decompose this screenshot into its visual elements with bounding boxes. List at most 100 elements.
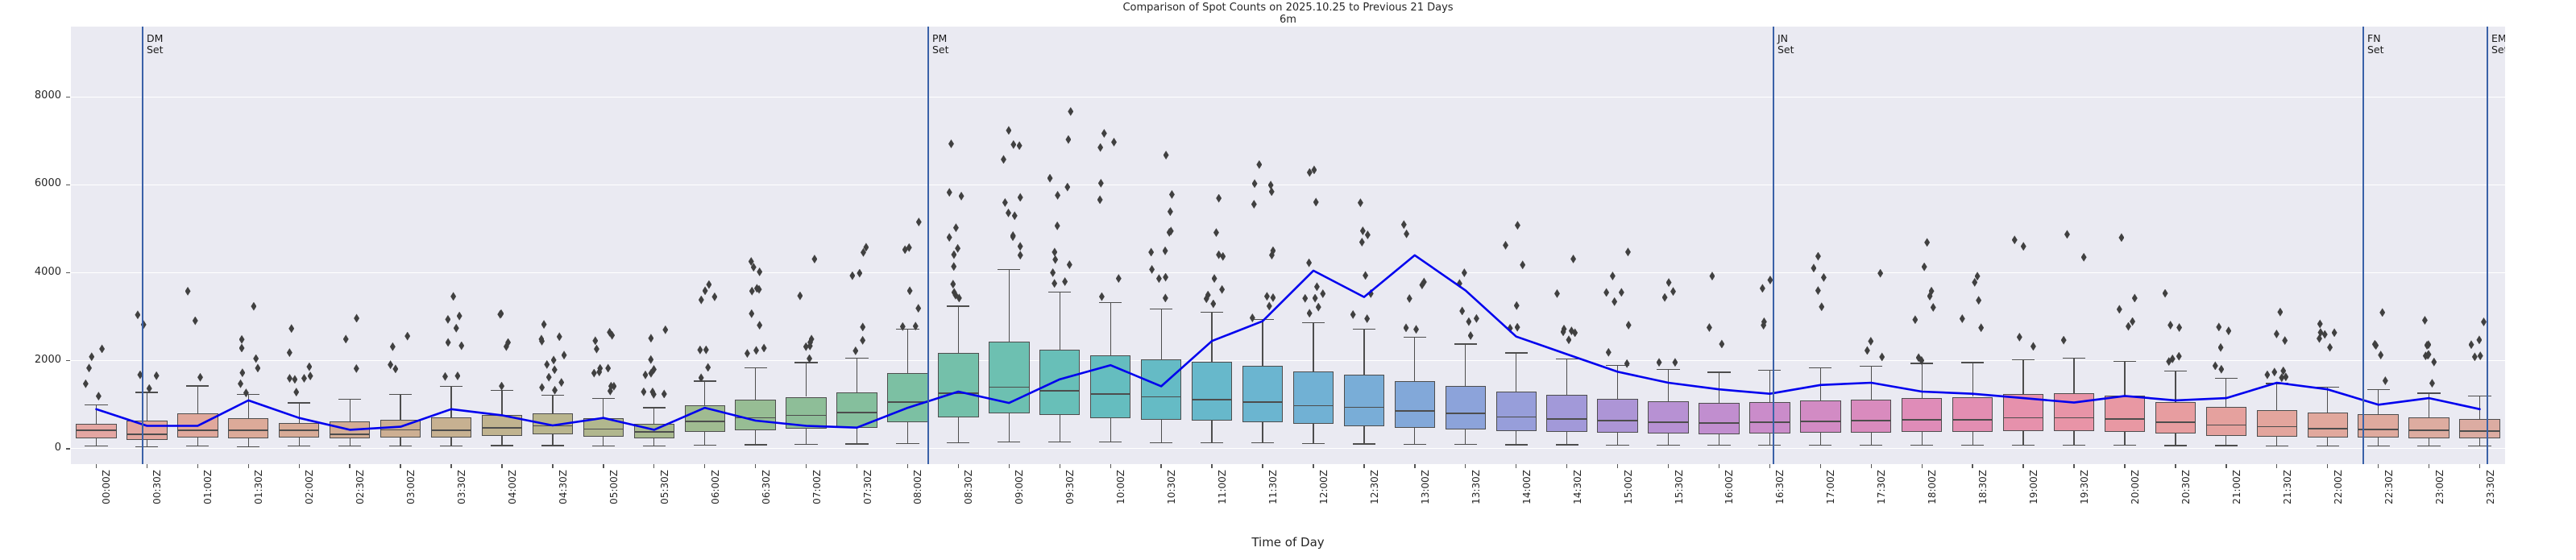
- outlier-marker: [1052, 255, 1059, 264]
- box: [228, 417, 269, 438]
- box-whisker-upper: [1972, 362, 1973, 397]
- box-whisker-lower: [755, 429, 757, 445]
- outlier-marker: [1263, 292, 1270, 301]
- outlier-marker: [1919, 355, 1925, 365]
- box-whisker-lower: [1819, 433, 1821, 446]
- outlier-marker: [807, 354, 813, 363]
- outlier-marker: [1820, 272, 1827, 282]
- outlier-marker: [2425, 350, 2432, 359]
- outlier-marker: [609, 330, 616, 340]
- outlier-marker: [1213, 228, 1219, 238]
- box-median: [1039, 390, 1081, 392]
- outlier-marker: [1359, 237, 1365, 247]
- x-tick-mark: [1160, 464, 1162, 468]
- outlier-marker: [1915, 353, 1922, 363]
- box-cap-lower: [1555, 444, 1578, 446]
- outlier-marker: [1928, 286, 1935, 296]
- x-axis-label: Time of Day: [1251, 535, 1325, 550]
- outlier-marker: [2225, 326, 2232, 336]
- x-tick-label: 21:30Z: [2281, 470, 2293, 504]
- event-line-dm: [141, 27, 144, 464]
- box-median: [279, 429, 320, 431]
- box-median: [633, 431, 674, 433]
- box-median: [735, 417, 776, 419]
- outlier-marker: [2169, 354, 2176, 363]
- x-tick-mark: [1363, 464, 1365, 468]
- outlier-marker: [239, 343, 245, 353]
- outlier-marker: [2317, 328, 2324, 338]
- gridline: [71, 448, 2505, 450]
- y-tick-label: 8000: [34, 89, 61, 102]
- box: [1191, 361, 1233, 421]
- outlier-marker: [1097, 143, 1104, 152]
- outlier-marker: [1062, 276, 1068, 286]
- box-median: [2459, 430, 2500, 432]
- box-whisker-upper: [1160, 309, 1162, 359]
- outlier-marker: [706, 280, 712, 289]
- box-median: [1648, 421, 1689, 423]
- box-median: [1699, 422, 1740, 425]
- x-tick-label: 01:30Z: [253, 470, 265, 504]
- outlier-marker: [596, 367, 603, 377]
- x-tick-label: 22:00Z: [2332, 470, 2344, 504]
- outlier-marker: [545, 372, 552, 382]
- outlier-marker: [1978, 323, 1985, 333]
- outlier-marker: [1513, 301, 1520, 310]
- x-tick-label: 04:00Z: [506, 470, 518, 504]
- y-tick-mark: [66, 448, 70, 450]
- box: [1749, 402, 1790, 434]
- outlier-marker: [1670, 287, 1677, 297]
- outlier-marker: [2167, 320, 2174, 330]
- outlier-marker: [1761, 317, 1767, 326]
- outlier-marker: [1400, 220, 1407, 230]
- outlier-marker: [2476, 335, 2483, 345]
- box-whisker-lower: [805, 428, 807, 445]
- box-cap-lower: [1301, 442, 1325, 444]
- outlier-marker: [146, 384, 152, 393]
- x-tick-mark: [1211, 464, 1213, 468]
- outlier-marker: [1624, 359, 1630, 368]
- outlier-marker: [243, 388, 249, 398]
- outlier-marker: [544, 359, 550, 369]
- box-whisker-lower: [704, 432, 706, 446]
- x-tick-mark: [450, 464, 452, 468]
- box-cap-lower: [1454, 443, 1477, 446]
- x-tick-label: 13:30Z: [1470, 470, 1482, 504]
- box-whisker-upper: [704, 380, 706, 406]
- x-tick-mark: [2479, 464, 2481, 468]
- outlier-marker: [2125, 321, 2131, 331]
- outlier-marker: [1672, 358, 1678, 367]
- outlier-marker: [1270, 246, 1276, 255]
- box-median: [1597, 420, 1638, 421]
- x-tick-mark: [2124, 464, 2126, 468]
- outlier-marker: [857, 268, 863, 278]
- box-whisker-upper: [1008, 269, 1010, 342]
- outlier-marker: [2130, 317, 2136, 326]
- outlier-marker: [192, 316, 198, 326]
- outlier-marker: [1006, 126, 1012, 135]
- event-label-dm: DM Set: [147, 32, 164, 56]
- box-whisker-upper: [552, 395, 554, 414]
- outlier-marker: [1466, 317, 1472, 326]
- y-tick-label: 2000: [34, 353, 61, 366]
- box-whisker-upper: [2276, 384, 2278, 410]
- box-whisker-upper: [95, 404, 97, 425]
- outlier-marker: [2273, 330, 2279, 339]
- outlier-marker: [2327, 342, 2333, 352]
- outlier-marker: [1767, 275, 1773, 284]
- box-whisker-lower: [1667, 433, 1670, 446]
- outlier-marker: [454, 371, 461, 380]
- x-tick-mark: [1008, 464, 1010, 468]
- outlier-marker: [1959, 314, 1965, 324]
- outlier-marker: [951, 288, 957, 297]
- outlier-marker: [1306, 309, 1313, 318]
- outlier-marker: [1364, 313, 1371, 323]
- outlier-marker: [342, 334, 349, 344]
- box-median: [2358, 429, 2399, 430]
- outlier-marker: [2166, 357, 2172, 367]
- box-median: [380, 429, 421, 431]
- box-whisker-lower: [1972, 432, 1973, 446]
- outlier-marker: [1097, 195, 1103, 205]
- x-tick-label: 23:30Z: [2484, 470, 2496, 504]
- outlier-marker: [2218, 364, 2225, 374]
